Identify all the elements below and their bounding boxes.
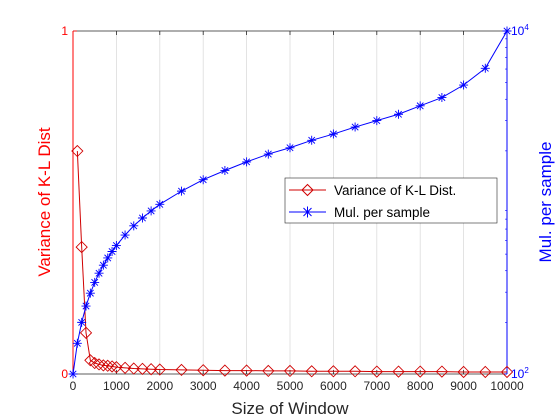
data-point (285, 143, 295, 153)
data-point (153, 363, 166, 376)
x-tick-label: 5000 (277, 379, 304, 393)
data-point (101, 359, 114, 372)
data-point (414, 365, 427, 378)
data-point (97, 359, 110, 372)
legend-box (284, 177, 498, 224)
data-point (328, 129, 338, 139)
data-point (437, 93, 447, 103)
data-point (110, 361, 123, 374)
y-left-tick-label: 0 (61, 367, 68, 381)
legend-label-kl: Variance of K-L Dist. (334, 183, 456, 198)
x-axis-title: Size of Window (231, 399, 349, 418)
x-tick-label: 8000 (407, 379, 434, 393)
data-point (372, 116, 382, 126)
data-point (111, 241, 121, 251)
data-point (127, 362, 140, 375)
y-axis-right-title: Mul. per sample (536, 142, 555, 263)
data-point (175, 363, 188, 377)
data-point (98, 260, 108, 270)
data-point (394, 109, 403, 119)
data-point (350, 122, 360, 132)
data-point (137, 213, 147, 223)
legend-marker-kl (301, 183, 314, 197)
data-point (92, 358, 106, 371)
data-point (457, 365, 470, 379)
data-point (144, 363, 158, 376)
data-point (155, 199, 165, 209)
x-tick-label: 2000 (146, 379, 173, 393)
data-point (85, 288, 95, 298)
data-point (94, 268, 104, 278)
y-right-tick-label: 104 (511, 23, 529, 38)
x-tick-label: 9000 (450, 379, 477, 393)
data-point (218, 364, 232, 377)
data-point (198, 175, 208, 185)
data-point (480, 63, 490, 73)
tick-labels: 0 1000 2000 3000 4000 5000 6000 7000 8000 9000 100… (61, 23, 529, 393)
legend-marker-mul (302, 206, 313, 218)
data-point (90, 277, 100, 287)
data-point (177, 186, 186, 196)
data-point (242, 157, 252, 167)
data-point (283, 364, 297, 378)
data-point (88, 356, 101, 370)
y-right-tick-label: 102 (511, 366, 529, 381)
x-tick-label: 6000 (320, 379, 347, 393)
legend: Variance of K-L Dist. Mul. per sample (284, 177, 498, 224)
data-point (197, 364, 210, 377)
data-point (68, 369, 78, 379)
data-point (118, 361, 132, 374)
data-point (136, 362, 149, 375)
data-point (240, 364, 253, 377)
data-point (75, 240, 88, 254)
x-tick-label: 7000 (363, 379, 390, 393)
data-point (81, 301, 91, 311)
data-point (77, 317, 87, 327)
x-tick-label: 3000 (190, 379, 217, 393)
data-point (129, 221, 139, 231)
data-point (327, 365, 340, 378)
data-point (120, 230, 130, 240)
series-layer (68, 26, 514, 379)
y-left-tick-label: 1 (61, 24, 68, 38)
data-point (370, 365, 383, 378)
x-tick-label: 4000 (233, 379, 260, 393)
data-point (103, 253, 113, 263)
data-point (263, 149, 273, 159)
x-tick-label: 1000 (103, 379, 130, 393)
data-point (435, 365, 449, 378)
data-point (107, 246, 117, 256)
data-point (71, 144, 84, 158)
data-point (307, 135, 317, 145)
data-point (348, 365, 362, 378)
data-point (220, 165, 230, 175)
data-point (72, 338, 82, 348)
series-line-1 (72, 30, 508, 375)
data-point (105, 360, 119, 373)
data-point (305, 365, 318, 378)
x-tick-label: 10000 (490, 379, 524, 393)
legend-label-mul: Mul. per sample (334, 205, 430, 220)
data-point (79, 326, 93, 339)
data-point (479, 365, 492, 379)
data-point (459, 80, 469, 90)
data-point (262, 364, 275, 378)
y-axis-left-title: Variance of K-L Dist (35, 127, 54, 277)
data-point (146, 206, 156, 216)
data-point (392, 365, 405, 378)
data-point (502, 26, 512, 36)
x-tick-label: 0 (70, 379, 77, 393)
data-point (415, 101, 425, 111)
data-point (500, 365, 514, 379)
